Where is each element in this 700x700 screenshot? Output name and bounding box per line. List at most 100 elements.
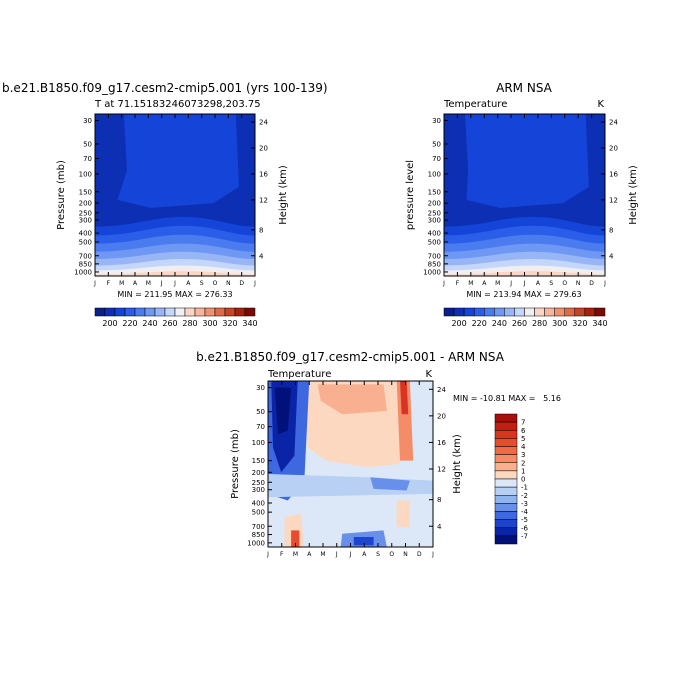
panel3-ytick-label: 500 <box>252 509 265 517</box>
panel1-colorbar-cell <box>144 307 156 317</box>
panel1-strat-band <box>117 114 239 208</box>
panel2-ytick-right-label: 12 <box>609 196 618 204</box>
panel1-stats: MIN = 211.95 MAX = 276.33 <box>117 290 232 299</box>
panel3-colorbar-cell <box>494 438 518 447</box>
panel2-colorbar-cell <box>453 307 465 317</box>
panel1-ytick-right-label: 24 <box>259 119 268 127</box>
panel3-colorbar-cell <box>494 462 518 472</box>
panel2-xtick-label: J <box>442 280 445 287</box>
panel2-xtick-label: M <box>495 280 500 287</box>
panel3-colorbar-cell <box>494 527 518 537</box>
panel3-xtick-label: M <box>320 551 325 558</box>
panel3-xtick-label: J <box>266 551 269 558</box>
panel3-colorbar-cell <box>494 470 518 480</box>
panel2-ytick-right-label: 8 <box>609 226 613 234</box>
panel2-colorbar-cell <box>584 307 596 317</box>
panel3-ytick-right-label: 8 <box>437 496 441 504</box>
panel1-xtick-label: J <box>173 280 176 287</box>
panel3-colorbar-label: 1 <box>521 467 525 475</box>
panel2-ytick-right-label: 24 <box>609 119 618 127</box>
panel2-strat-band <box>464 114 589 208</box>
panel3-ytick-right-label: 16 <box>437 439 446 447</box>
panel2-ylabel-right: Height (km) <box>628 165 639 225</box>
panel3-subtitle-right: K <box>425 369 432 380</box>
panel3-colorbar-label: -6 <box>521 524 529 532</box>
panel2-colorbar-label: 300 <box>552 319 567 328</box>
panel1-xtick-label: M <box>146 280 151 287</box>
panel1-ytick-label: 500 <box>79 238 92 246</box>
panel1-ytick-label: 300 <box>79 217 92 225</box>
panel3-colorbar-label: -2 <box>521 492 528 500</box>
panel3-ytick-label: 1000 <box>247 539 265 547</box>
panel3-colorbar-cell <box>494 503 518 512</box>
panel1-colorbar-cell <box>174 307 186 317</box>
panel1-contour-fill <box>95 114 255 276</box>
panel3-colorbar-cell <box>494 478 518 488</box>
panel2-ytick-label: 150 <box>428 188 441 196</box>
panel1-colorbar-cell <box>134 307 146 317</box>
panel3-ytick-label: 150 <box>252 457 265 465</box>
panel2-ytick-label: 700 <box>428 252 441 260</box>
panel1-ytick-right-label: 4 <box>259 252 264 260</box>
panel2-colorbar-cell <box>484 307 495 317</box>
panel2-subtitle-right: K <box>597 99 604 110</box>
panel2-colorbar-cell <box>554 307 565 317</box>
panel2-colorbar-cell <box>463 307 475 317</box>
panel2-xtick-label: O <box>562 280 567 287</box>
panel1-colorbar-label: 280 <box>182 319 197 328</box>
panel1-ytick-label: 700 <box>79 252 92 260</box>
panel1-colorbar-label: 260 <box>162 319 177 328</box>
panel1-ytick-label: 50 <box>83 140 92 148</box>
panel1-ytick-right-label: 8 <box>259 226 263 234</box>
panel3-colorbar-label: 5 <box>521 435 525 443</box>
panel3-colorbar-cell <box>494 446 518 455</box>
panel2-ytick-label: 400 <box>428 230 441 238</box>
panel1-colorbar-cell <box>154 307 166 317</box>
panel3-colorbar-cell <box>494 413 518 423</box>
panel3-colorbar-label: 0 <box>521 476 525 484</box>
panel3-xtick-label: N <box>403 551 408 558</box>
panel1-xtick-label: D <box>239 280 244 287</box>
panel3-stats: MIN = -10.81 MAX = 5.16 <box>453 394 561 403</box>
panel1-subtitle-left: T at 71.15183246073298,203.75 <box>94 99 261 110</box>
panel3-xtick-label: S <box>376 551 380 558</box>
panel2-xtick-label: M <box>468 280 473 287</box>
panel3-xtick-label: O <box>389 551 394 558</box>
panel1-colorbar-cell <box>224 307 236 317</box>
panel2-colorbar-cell <box>473 307 485 317</box>
panel3-xtick-label: J <box>349 551 352 558</box>
panel2-ytick-label: 30 <box>432 117 441 125</box>
panel1-xtick-label: O <box>213 280 218 287</box>
panel2-title: ARM NSA <box>496 81 553 95</box>
panel2-ytick-label: 200 <box>428 200 441 208</box>
panel3-mid-warm <box>396 500 410 528</box>
panel2-ytick-label: 50 <box>432 140 441 148</box>
panel1-colorbar-cell <box>234 307 246 317</box>
panel3-cold-3 <box>274 387 292 435</box>
panel1-colorbar-cell <box>164 307 176 317</box>
panel3-ytick-right-label: 12 <box>437 465 446 473</box>
panel2-colorbar-label: 320 <box>572 319 587 328</box>
panel1-ytick-label: 150 <box>79 188 92 196</box>
panel2-colorbar-cell <box>534 307 545 317</box>
panel1-colorbar-label: 200 <box>102 319 117 328</box>
panel2-colorbar-label: 260 <box>512 319 527 328</box>
panel2-colorbar-label: 200 <box>451 319 466 328</box>
panel2-colorbar-cell <box>504 307 515 317</box>
panel1-xtick-label: J <box>93 280 96 287</box>
panel1-ylabel: Pressure (mb) <box>56 160 67 230</box>
panel3-colorbar-cell <box>494 421 518 431</box>
panel3-colorbar-cell <box>494 430 518 439</box>
panel2-ytick-label: 850 <box>428 260 441 268</box>
panel1-colorbar-cell <box>194 307 206 317</box>
panel3-colorbar-cell <box>494 519 518 528</box>
panel2-ytick-label: 300 <box>428 217 441 225</box>
panel1-colorbar-label: 300 <box>202 319 217 328</box>
panel1-colorbar-cell <box>184 307 196 317</box>
panel3-ytick-right-label: 20 <box>437 412 446 420</box>
panel1-colorbar-label: 320 <box>222 319 237 328</box>
panel3-xtick-label: J <box>335 551 338 558</box>
panel2-xtick-label: D <box>589 280 594 287</box>
panel3-xtick-label: M <box>293 551 298 558</box>
panel1-ytick-right-label: 20 <box>259 145 268 153</box>
